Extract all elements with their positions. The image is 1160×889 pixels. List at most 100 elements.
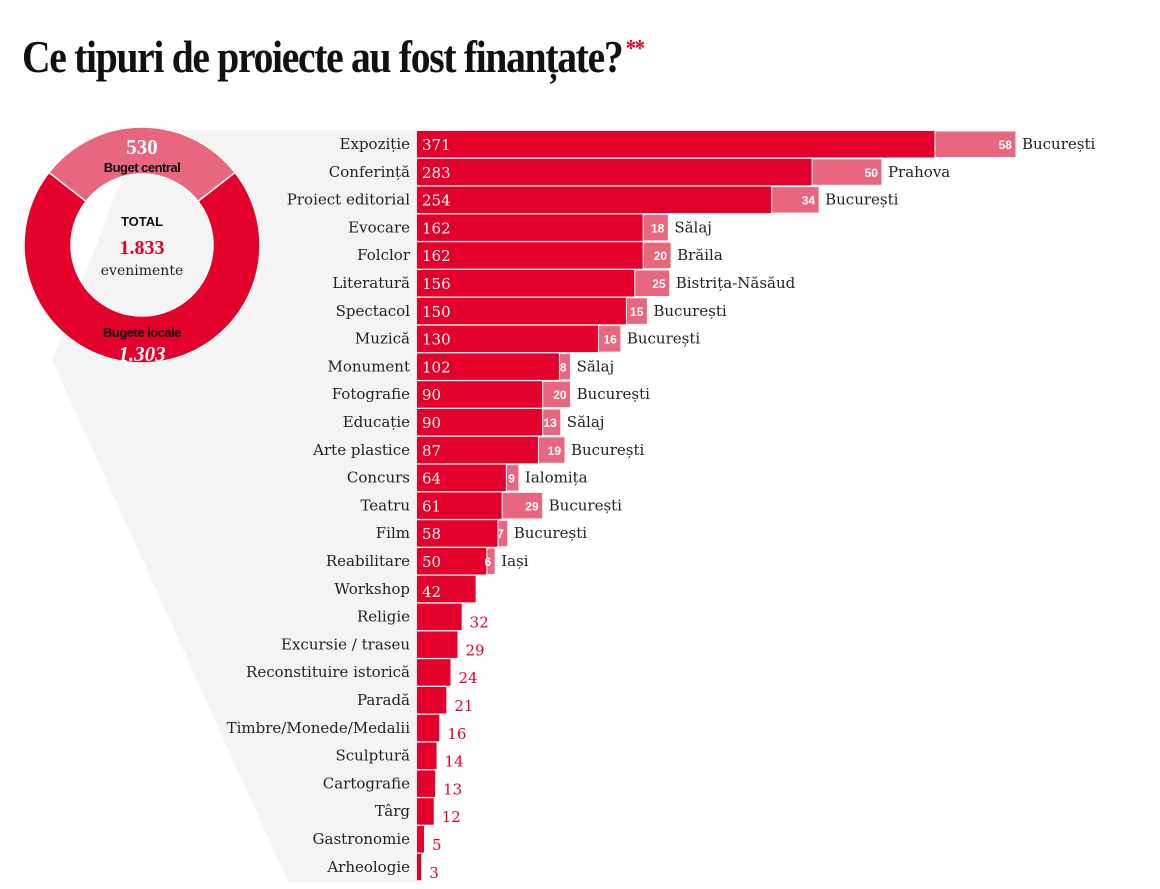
- value-label-total: 14: [445, 753, 464, 771]
- bar-top-region: [542, 408, 562, 436]
- value-label-top-region: 58: [999, 138, 1013, 152]
- category-label: Concurs: [347, 469, 410, 487]
- bar-top-region: [505, 464, 520, 492]
- value-label-total: 283: [422, 164, 451, 182]
- category-label: Cartografie: [323, 774, 410, 792]
- bar-total: [417, 742, 437, 770]
- value-label-top-region: 13: [543, 416, 557, 430]
- bar-row: Evocare 162 18 Sălaj: [348, 213, 712, 242]
- bar-total: [417, 270, 635, 297]
- bar-total: [417, 631, 458, 658]
- bar-top-region: [642, 213, 669, 242]
- title-footnote-marker: **: [625, 35, 645, 62]
- bar-row: Gastronomie 5: [313, 826, 442, 854]
- bar-total: [417, 659, 451, 686]
- value-label-total: 61: [422, 497, 441, 515]
- value-label-total: 130: [422, 331, 451, 349]
- category-label: Arheologie: [326, 858, 410, 876]
- value-label-total: 162: [422, 219, 451, 237]
- value-label-total: 16: [447, 725, 466, 743]
- value-label-total: 32: [470, 614, 489, 632]
- bar-row: Reabilitare 50 6 Iași: [326, 547, 529, 575]
- bar-row: Conferință 283 50 Prahova: [329, 158, 950, 186]
- value-label-total: 64: [422, 470, 441, 488]
- bar-row: Literatură 156 25 Bistrița-Năsăud: [332, 269, 796, 297]
- bar-total: [417, 131, 935, 158]
- donut-label-bugete-locale: Bugete locale: [103, 325, 181, 340]
- bar-row: Excursie / traseu 29: [281, 631, 485, 659]
- value-label-top-region: 50: [865, 166, 879, 180]
- category-label: Fotografie: [332, 385, 410, 403]
- category-label: Târg: [375, 802, 411, 820]
- bar-total: [417, 492, 503, 519]
- category-label: Conferință: [329, 163, 410, 181]
- region-label: București: [1022, 135, 1096, 153]
- category-label: Timbre/Monede/Medalii: [227, 719, 411, 737]
- value-label-top-region: 16: [603, 333, 617, 347]
- bar-row: Teatru 61 29 București: [360, 491, 622, 520]
- bar-top-region: [634, 269, 671, 297]
- value-label-top-region: 6: [485, 555, 492, 569]
- bar-total: [417, 242, 644, 269]
- donut-segment-buget-central: [47, 126, 237, 203]
- bar-row: Reconstituire istorică 24: [246, 659, 478, 687]
- bar-top-region: [625, 297, 648, 325]
- bar-total: [417, 325, 599, 353]
- bar-row: Spectacol 150 15 București: [336, 297, 727, 325]
- bar-total: [417, 853, 422, 881]
- bar-total: [417, 186, 772, 214]
- region-label: București: [571, 441, 645, 459]
- bar-total: [417, 464, 507, 492]
- bar-row: Expoziție 371 58 București: [340, 130, 1096, 158]
- donut-value-bugete-locale: 1.303: [118, 342, 165, 366]
- value-label-top-region: 19: [548, 444, 562, 458]
- bar-total: [417, 548, 487, 575]
- value-label-total: 162: [422, 247, 451, 265]
- region-label: București: [577, 385, 651, 403]
- bar-row: Timbre/Monede/Medalii 16: [227, 714, 466, 743]
- donut-label-buget-central: Buget central: [104, 160, 181, 175]
- bar-total: [417, 409, 543, 436]
- value-label-top-region: 29: [525, 499, 539, 513]
- value-label-top-region: 18: [651, 221, 665, 235]
- bar-top-region: [771, 186, 820, 214]
- value-label-total: 58: [422, 525, 441, 543]
- value-label-top-region: 20: [553, 388, 567, 402]
- category-label: Expoziție: [340, 135, 411, 153]
- bar-total: [417, 798, 434, 825]
- region-label: Sălaj: [674, 218, 712, 236]
- category-label: Gastronomie: [313, 830, 411, 848]
- region-label: Sălaj: [577, 357, 615, 375]
- bar-row: Educație 90 13 Sălaj: [343, 408, 604, 436]
- category-label: Film: [376, 524, 410, 542]
- region-label: București: [627, 330, 701, 348]
- bar-top-region: [558, 352, 572, 381]
- category-label: Teatru: [360, 496, 410, 514]
- category-label: Monument: [328, 357, 411, 375]
- value-label-total: 87: [422, 442, 441, 460]
- bar-total: [417, 770, 436, 797]
- value-label-total: 5: [432, 836, 442, 854]
- bar-total: [417, 436, 539, 464]
- category-label: Excursie / traseu: [281, 635, 410, 653]
- category-label: Reabilitare: [326, 552, 410, 570]
- value-label-total: 12: [442, 808, 461, 826]
- bar-row: Monument 102 8 Sălaj: [328, 352, 615, 381]
- bar-row: Proiect editorial 254 34 București: [287, 186, 899, 214]
- region-label: București: [514, 524, 588, 542]
- category-label: Paradă: [357, 691, 410, 709]
- bar-row: Muzică 130 16 București: [355, 325, 701, 353]
- bar-top-region: [497, 519, 509, 548]
- bar-top-region: [542, 380, 572, 409]
- region-label: București: [653, 302, 727, 320]
- donut-segment-bugete-locale: [23, 171, 261, 364]
- value-label-top-region: 34: [802, 194, 816, 208]
- category-label: Reconstituire istorică: [246, 663, 410, 681]
- category-label: Folclor: [357, 246, 411, 264]
- value-label-total: 102: [422, 358, 451, 376]
- donut-value-buget-central: 530: [126, 135, 158, 159]
- value-label-total: 29: [465, 641, 484, 659]
- donut-total-unit: evenimente: [101, 263, 183, 279]
- bar-top-region: [598, 325, 622, 353]
